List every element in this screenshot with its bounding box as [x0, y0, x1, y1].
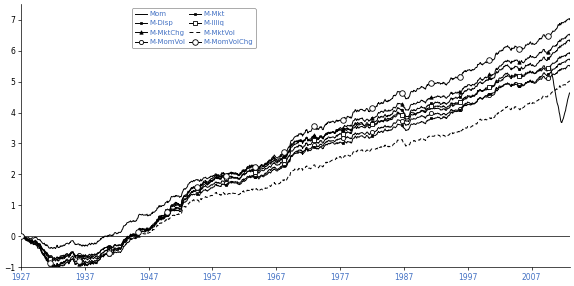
M-MomVolChg — [518, 46, 525, 49]
Mom — [17, 235, 24, 238]
Line: M-MktVol: M-MktVol — [21, 81, 570, 261]
M-Illiq — [192, 186, 199, 190]
M-Disp — [52, 266, 59, 269]
M-MomVol — [386, 126, 393, 129]
M-MktChg — [440, 95, 447, 98]
M-Illiq — [440, 105, 447, 108]
M-MomVol — [251, 174, 258, 177]
Line: M-MktChg: M-MktChg — [19, 32, 572, 269]
Legend: Mom, M-Disp, M-MktChg, M-MomVol, M-Mkt, M-Illiq, M-MktVol, M-MomVolChg: Mom, M-Disp, M-MktChg, M-MomVol, M-Mkt, … — [132, 8, 256, 48]
Mom — [567, 91, 573, 95]
M-MomVolChg — [480, 61, 487, 65]
M-Illiq — [480, 89, 487, 92]
Line: M-Mkt: M-Mkt — [20, 58, 571, 261]
M-MomVolChg — [567, 18, 573, 21]
M-Mkt — [386, 129, 393, 132]
M-MomVolChg — [566, 17, 573, 20]
Mom — [386, 117, 393, 121]
Mom — [518, 74, 525, 78]
M-MktChg — [480, 77, 487, 80]
M-Illiq — [52, 259, 59, 263]
M-MktChg — [567, 33, 573, 37]
M-MktVol — [55, 259, 61, 263]
M-MomVolChg — [386, 99, 393, 102]
M-MktChg — [386, 109, 393, 113]
Mom — [440, 107, 447, 111]
M-MktChg — [52, 265, 59, 269]
M-Disp — [566, 38, 573, 42]
M-Disp — [518, 66, 525, 69]
M-MomVol — [566, 64, 573, 67]
Line: Mom: Mom — [21, 67, 570, 249]
M-MomVol — [17, 235, 24, 238]
M-MomVolChg — [17, 235, 24, 238]
M-MomVolChg — [251, 164, 258, 167]
M-MktVol — [17, 235, 24, 238]
M-Illiq — [251, 169, 258, 172]
Mom — [546, 66, 553, 69]
M-MktVol — [440, 134, 447, 137]
M-MktChg — [17, 235, 24, 238]
M-MomVol — [192, 189, 199, 192]
Line: M-Illiq: M-Illiq — [19, 51, 572, 263]
M-Disp — [192, 189, 199, 192]
M-Mkt — [55, 258, 61, 261]
M-MomVol — [567, 64, 573, 68]
M-Mkt — [566, 57, 573, 61]
Line: M-MomVol: M-MomVol — [19, 63, 572, 261]
M-MktChg — [518, 59, 525, 63]
M-Illiq — [566, 51, 573, 54]
M-MktVol — [566, 79, 573, 83]
Mom — [52, 247, 59, 250]
Mom — [192, 178, 199, 182]
Line: M-MomVolChg: M-MomVolChg — [18, 16, 573, 269]
M-Disp — [17, 235, 24, 238]
M-Illiq — [518, 73, 525, 76]
M-Disp — [480, 80, 487, 84]
M-Disp — [567, 39, 573, 43]
M-Mkt — [17, 235, 24, 238]
M-MomVol — [518, 82, 525, 86]
M-MktChg — [192, 185, 199, 189]
M-Mkt — [480, 96, 487, 99]
M-MktVol — [567, 80, 573, 83]
Line: M-Disp: M-Disp — [20, 39, 571, 269]
M-Mkt — [567, 58, 573, 61]
M-Illiq — [17, 235, 24, 238]
M-Mkt — [251, 175, 258, 178]
M-MomVol — [480, 96, 487, 99]
M-Disp — [440, 101, 447, 105]
M-MktChg — [251, 168, 258, 171]
M-Illiq — [567, 52, 573, 55]
M-Mkt — [518, 83, 525, 87]
M-MktVol — [386, 145, 393, 148]
Mom — [251, 164, 258, 167]
M-MomVol — [52, 257, 59, 261]
M-MomVolChg — [440, 82, 447, 85]
M-MktVol — [192, 198, 199, 201]
M-MomVolChg — [192, 185, 199, 188]
M-Mkt — [192, 192, 199, 196]
M-MktVol — [480, 118, 487, 122]
M-Disp — [251, 164, 258, 168]
M-MktVol — [518, 106, 525, 109]
M-Disp — [386, 114, 393, 118]
M-MomVolChg — [52, 264, 59, 268]
M-Mkt — [440, 116, 447, 119]
Mom — [480, 88, 487, 91]
M-MomVol — [440, 112, 447, 115]
M-Illiq — [386, 118, 393, 122]
M-MktChg — [566, 32, 573, 36]
M-MktVol — [251, 187, 258, 191]
